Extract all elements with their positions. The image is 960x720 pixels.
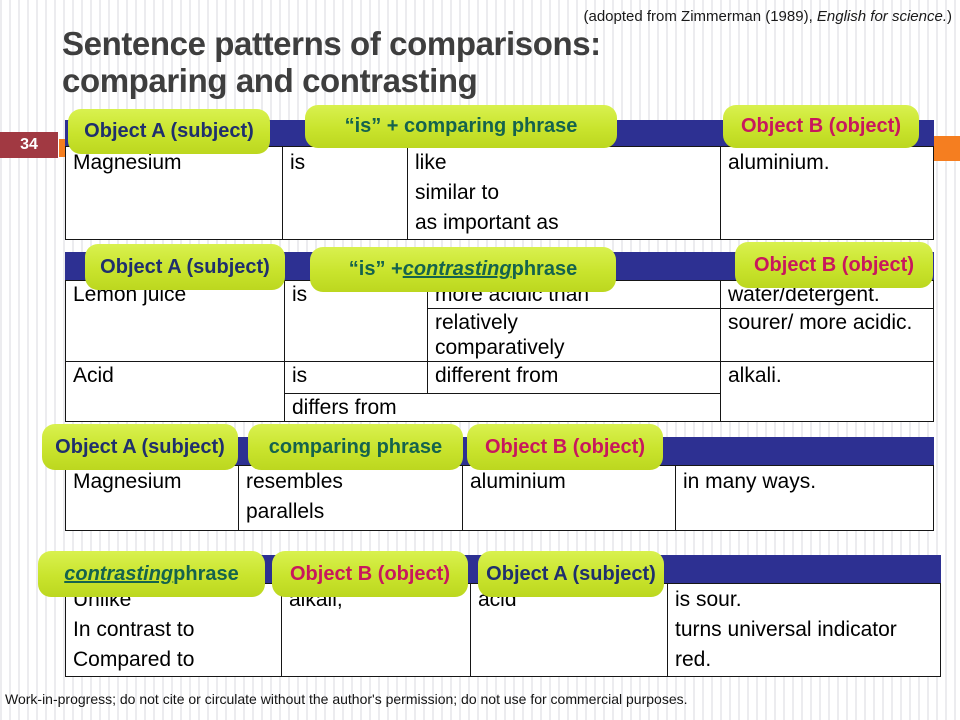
- table-cell: is: [284, 280, 428, 362]
- table-cell: Acid: [65, 361, 285, 422]
- table-cell: in many ways.: [675, 465, 934, 531]
- table-cell: resembles parallels: [238, 465, 463, 531]
- label-text: Object B (object): [740, 115, 901, 137]
- label-text: Object A (subject): [55, 435, 225, 458]
- label-text: phrase: [511, 258, 578, 280]
- table-cell: is sour. turns universal indicator red.: [667, 583, 941, 677]
- footer-disclaimer: Work-in-progress; do not cite or circula…: [5, 691, 688, 707]
- table-cell: like similar to as important as: [407, 146, 721, 240]
- table-cell: aluminium.: [720, 146, 934, 240]
- label-object-a: Object A (subject): [85, 244, 285, 290]
- citation-pre: (adopted from Zimmerman (1989),: [583, 8, 817, 25]
- label-object-a: Object A (subject): [68, 109, 270, 154]
- label-text: Object A (subject): [486, 562, 656, 585]
- table-cell: Unlike In contrast to Compared to: [65, 583, 282, 677]
- label-text-emphasis: contrasting: [64, 562, 174, 585]
- label-text: Object B (object): [484, 435, 645, 458]
- table-cell: relatively comparatively: [427, 308, 721, 362]
- page-title-line1: Sentence patterns of comparisons:: [62, 25, 601, 62]
- label-contrasting-phrase: contrasting phrase: [38, 551, 265, 597]
- label-text: comparing phrase: [268, 435, 443, 458]
- accent-bar-right: [933, 136, 960, 161]
- table-cell: different from: [427, 361, 721, 394]
- table-cell: is: [284, 361, 428, 394]
- page-title-line2: comparing and contrasting: [62, 62, 478, 99]
- label-text: Object A (subject): [100, 255, 270, 278]
- table-cell: Magnesium: [65, 146, 283, 240]
- table-cell: Magnesium: [65, 465, 239, 531]
- label-text: Object B (object): [289, 562, 450, 585]
- label-text-emphasis: contrasting: [402, 258, 512, 280]
- page-title: Sentence patterns of comparisons: compar…: [62, 25, 601, 99]
- label-object-b: Object B (object): [735, 242, 933, 288]
- label-object-b: Object B (object): [723, 105, 919, 148]
- table-cell: aluminium: [462, 465, 676, 531]
- label-is-contrasting-phrase: “is” + contrasting phrase: [310, 247, 616, 292]
- label-object-a: Object A (subject): [478, 551, 664, 597]
- table-cell: acid: [470, 583, 668, 677]
- label-object-b: Object B (object): [272, 551, 468, 597]
- label-object-a: Object A (subject): [42, 424, 238, 470]
- table-cell: sourer/ more acidic.: [720, 308, 934, 362]
- table-cell: differs from: [284, 393, 721, 422]
- label-text: “is” + comparing phrase: [344, 115, 578, 137]
- table-cell: is: [282, 146, 408, 240]
- label-object-b: Object B (object): [467, 424, 663, 470]
- label-comparing-phrase: comparing phrase: [248, 424, 463, 470]
- table-cell: alkali,: [281, 583, 471, 677]
- accent-bar-left: [59, 139, 66, 157]
- table-cell: alkali.: [720, 361, 934, 422]
- citation-book-title: English for science.: [816, 8, 947, 25]
- table-cell: Lemon juice: [65, 280, 285, 362]
- label-text: Object B (object): [753, 253, 914, 276]
- label-is-comparing-phrase: “is” + comparing phrase: [305, 105, 617, 148]
- slide-number-badge: 34: [0, 132, 58, 158]
- label-text: “is” +: [348, 258, 403, 280]
- label-text: Object A (subject): [84, 120, 254, 142]
- citation-post: ): [947, 8, 952, 25]
- label-text: phrase: [173, 562, 239, 585]
- citation: (adopted from Zimmerman (1989), English …: [584, 8, 953, 25]
